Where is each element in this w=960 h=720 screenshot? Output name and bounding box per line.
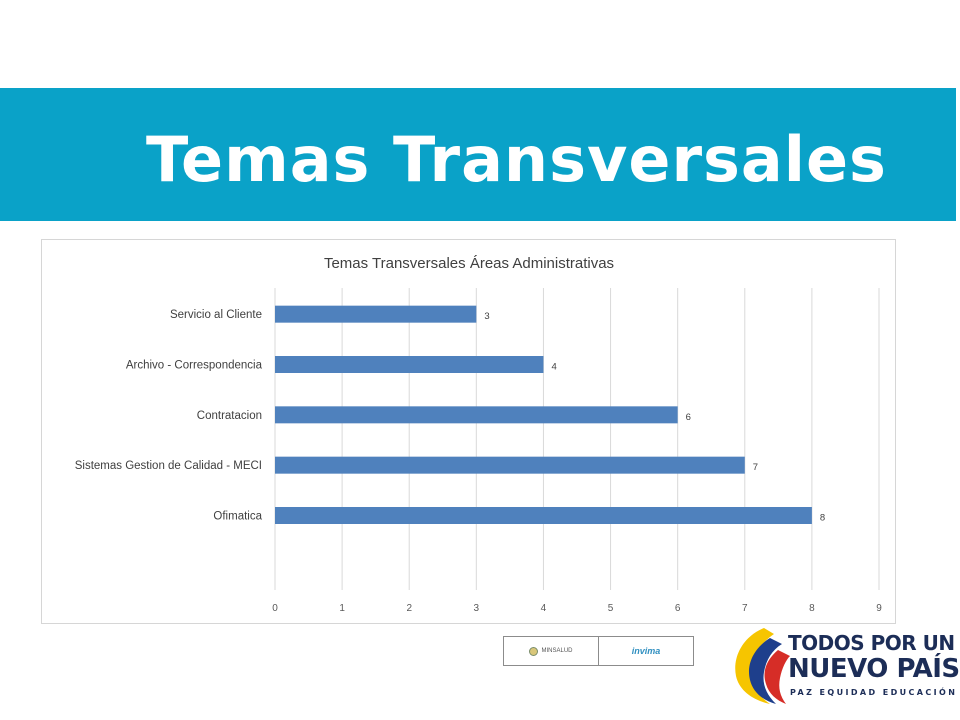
data-label: 3: [484, 311, 489, 322]
x-tick-label: 0: [272, 603, 278, 614]
bar: [275, 305, 477, 323]
x-tick-label: 5: [608, 603, 614, 614]
government-logo-line1: TODOS POR UN: [788, 631, 955, 655]
government-logo-line3: PAZ EQUIDAD EDUCACIÓN: [790, 688, 958, 697]
bar: [275, 456, 745, 474]
slide-title: Temas Transversales: [146, 123, 887, 196]
data-label: 6: [686, 412, 691, 423]
category-label: Archivo - Correspondencia: [126, 360, 263, 372]
minsalud-logo-text: MINSALUD: [541, 648, 573, 654]
bar: [275, 507, 812, 524]
bar: [275, 356, 544, 373]
minsalud-logo: MINSALUD: [504, 637, 598, 665]
government-logo-line2: NUEVO PAÍS: [788, 654, 960, 684]
category-label: Sistemas Gestion de Calidad - MECI: [75, 460, 262, 472]
data-label: 8: [820, 513, 825, 524]
title-banner: [0, 88, 956, 221]
x-tick-label: 3: [474, 603, 480, 614]
x-tick-label: 7: [742, 603, 748, 614]
invima-logo: invima: [598, 637, 693, 665]
government-swoosh-icon: [735, 628, 790, 704]
x-tick-label: 9: [876, 603, 882, 614]
bar-chart: Temas Transversales Áreas Administrativa…: [75, 255, 883, 614]
category-label: Ofimatica: [213, 511, 262, 523]
chart-area: Temas Transversales Áreas Administrativa…: [41, 239, 896, 624]
x-tick-label: 1: [339, 603, 345, 614]
seal-icon: [529, 646, 539, 656]
category-label: Contratacion: [197, 410, 262, 422]
invima-logo-text: invima: [631, 646, 661, 656]
category-label: Servicio al Cliente: [170, 309, 262, 321]
data-label: 4: [551, 362, 556, 373]
x-tick-label: 4: [541, 603, 547, 614]
chart-title: Temas Transversales Áreas Administrativa…: [324, 255, 614, 272]
x-tick-label: 8: [809, 603, 815, 614]
bar: [275, 406, 678, 424]
data-label: 7: [753, 462, 758, 473]
institution-logos: MINSALUD invima: [503, 636, 694, 666]
x-tick-label: 6: [675, 603, 681, 614]
x-tick-label: 2: [406, 603, 412, 614]
